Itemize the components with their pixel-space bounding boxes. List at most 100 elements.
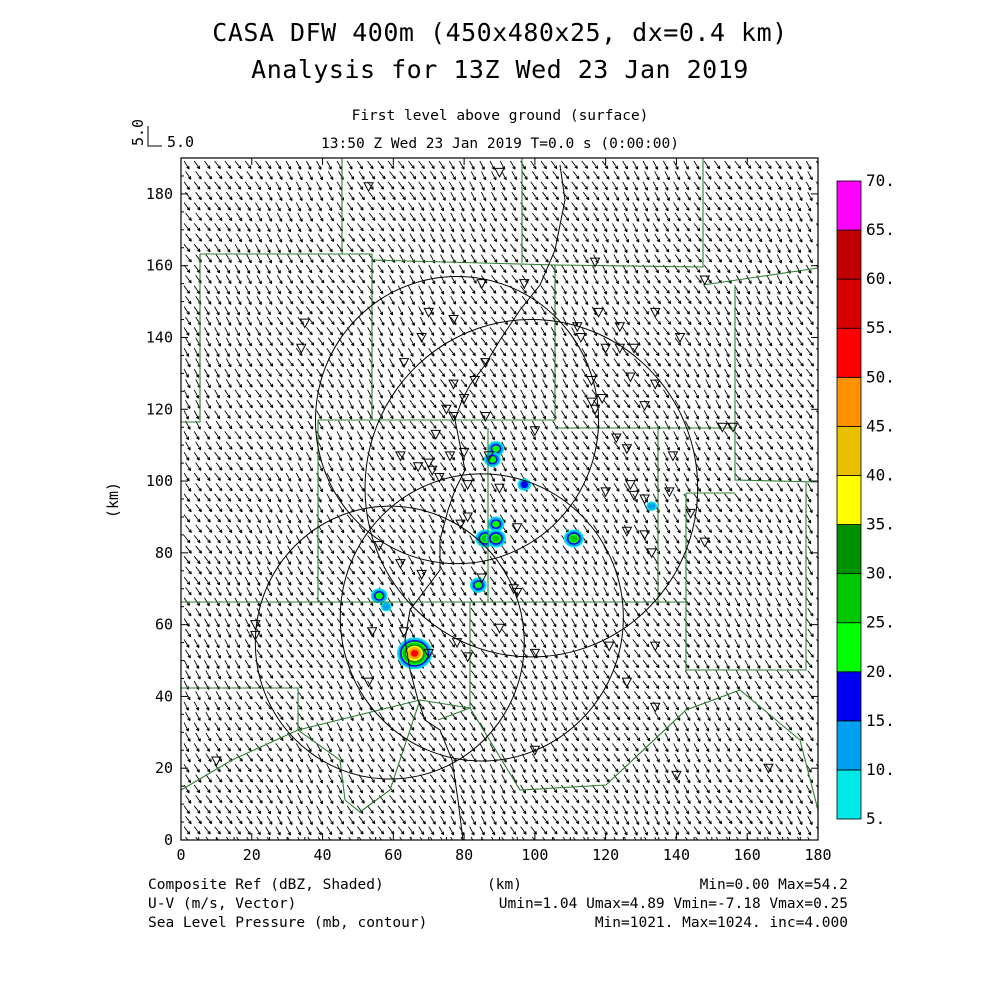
station-marker: [448, 315, 459, 326]
colorbar-swatch: [836, 425, 862, 476]
station-marker: [671, 770, 682, 781]
station-marker: [717, 422, 728, 433]
reflectivity-echo: [646, 501, 657, 511]
reflectivity-echo: [486, 529, 506, 548]
colorbar-label: 70.: [866, 171, 895, 190]
station-marker: [685, 508, 696, 519]
station-marker: [589, 404, 601, 415]
colorbar-label: 30.: [866, 564, 895, 583]
wind-vectors: [183, 160, 818, 840]
station-marker: [458, 447, 470, 458]
station-marker: [649, 379, 661, 390]
radar-range-ring: [254, 505, 525, 780]
station-marker: [249, 620, 261, 631]
y-tick-label: 80: [155, 544, 173, 562]
footer-reflectivity-label: Composite Ref (dBZ, Shaded): [148, 877, 384, 893]
station-marker: [575, 332, 587, 344]
echo-contour: [570, 535, 578, 542]
colorbar-label: 50.: [866, 367, 895, 386]
county-boundary: [469, 689, 818, 811]
reflectivity-echoes: [370, 441, 657, 670]
x-axis-label: (km): [487, 877, 522, 893]
reference-vector-key: 5.0 5.0: [129, 119, 194, 151]
station-marker: [649, 702, 661, 713]
river-line: [404, 164, 566, 840]
reflectivity-echo: [563, 529, 584, 548]
y-tick-label: 160: [146, 257, 173, 275]
station-marker: [621, 444, 633, 455]
station-marker: [572, 322, 583, 333]
station-marker: [529, 648, 541, 659]
station-marker: [211, 756, 222, 767]
station-marker: [614, 343, 626, 354]
valid-time-label: 13:50 Z Wed 23 Jan 2019 T=0.0 s (0:00:00…: [321, 136, 679, 152]
county-boundary: [181, 254, 201, 423]
station-marker: [491, 143, 500, 152]
station-marker: [511, 523, 523, 534]
radar-range-ring: [314, 275, 600, 565]
station-marker: [603, 641, 615, 652]
colorbar-swatch: [836, 622, 862, 673]
station-marker: [444, 451, 456, 462]
station-marker: [639, 401, 650, 412]
x-tick-label: 160: [734, 846, 761, 864]
station-marker: [593, 307, 604, 318]
station-marker: [395, 451, 406, 462]
station-marker: [366, 627, 378, 638]
colorbar-swatch: [836, 376, 862, 427]
x-tick-label: 60: [384, 846, 402, 864]
colorbar-swatch: [836, 327, 862, 378]
station-marker: [299, 318, 311, 329]
y-tick-label: 60: [155, 616, 173, 634]
river-outlines: [404, 164, 566, 840]
y-tick-label: 40: [155, 687, 173, 705]
station-marker: [508, 584, 519, 595]
county-boundary: [734, 285, 818, 483]
radar-range-ring: [364, 319, 699, 658]
station-marker: [398, 627, 410, 638]
station-marker: [448, 411, 459, 423]
colorbar-label: 60.: [866, 269, 895, 288]
station-marker: [518, 279, 530, 290]
station-marker: [494, 623, 505, 634]
station-marker: [674, 332, 686, 344]
echo-contour: [382, 603, 390, 611]
station-marker: [699, 275, 711, 286]
x-tick-label: 120: [592, 846, 619, 864]
echo-contour: [410, 649, 419, 657]
title-line-2: Analysis for 13Z Wed 23 Jan 2019: [251, 55, 749, 84]
station-marker: [621, 677, 633, 688]
station-marker: [494, 483, 505, 494]
county-boundary: [371, 259, 556, 421]
station-marker: [639, 494, 650, 505]
station-marker: [426, 465, 438, 476]
reference-vector-y-label: 5.0: [129, 119, 147, 146]
station-marker: [480, 358, 491, 369]
station-marker: [649, 307, 661, 318]
colorbar-swatch: [836, 229, 862, 280]
y-tick-label: 180: [146, 185, 173, 203]
station-marker: [434, 472, 445, 484]
reference-vector-arrow: [147, 126, 162, 147]
colorbar-label: 55.: [866, 318, 895, 337]
station-marker: [395, 559, 406, 570]
county-boundaries: [181, 158, 818, 813]
station-marker: [646, 548, 658, 559]
echo-contour: [492, 520, 500, 528]
station-marker: [614, 322, 626, 333]
colorbar-swatch: [836, 180, 862, 231]
station-marker: [469, 376, 481, 387]
colorbar-swatch: [836, 475, 862, 525]
x-tick-label: 80: [455, 846, 473, 864]
station-marker: [476, 279, 488, 290]
station-marker: [667, 451, 679, 462]
station-marker: [494, 167, 505, 178]
radar-range-rings: [254, 275, 699, 780]
x-tick-label: 20: [243, 846, 261, 864]
colorbar-label: 35.: [866, 515, 895, 534]
station-marker: [373, 541, 385, 552]
echo-contour: [647, 502, 656, 510]
station-marker: [625, 372, 636, 383]
county-boundary: [554, 158, 704, 268]
